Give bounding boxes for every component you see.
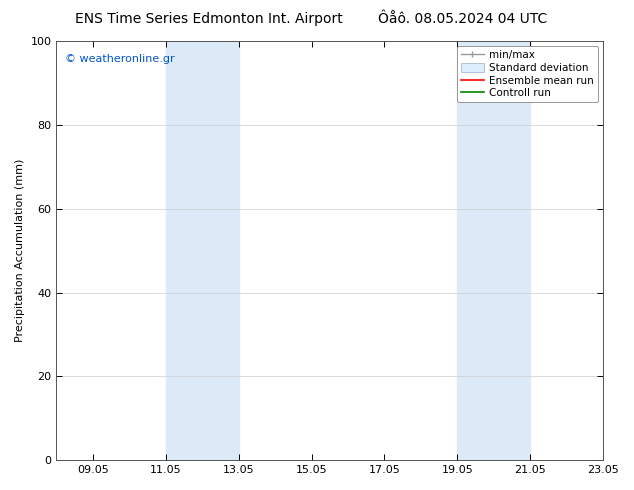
Bar [457, 41, 530, 460]
Text: © weatheronline.gr: © weatheronline.gr [65, 53, 174, 64]
Legend: min/max, Standard deviation, Ensemble mean run, Controll run: min/max, Standard deviation, Ensemble me… [456, 46, 598, 102]
Text: ENS Time Series Edmonton Int. Airport: ENS Time Series Edmonton Int. Airport [75, 12, 343, 26]
Text: Ôåô. 08.05.2024 04 UTC: Ôåô. 08.05.2024 04 UTC [378, 12, 547, 26]
Bar [165, 41, 238, 460]
Y-axis label: Precipitation Accumulation (mm): Precipitation Accumulation (mm) [15, 159, 25, 343]
